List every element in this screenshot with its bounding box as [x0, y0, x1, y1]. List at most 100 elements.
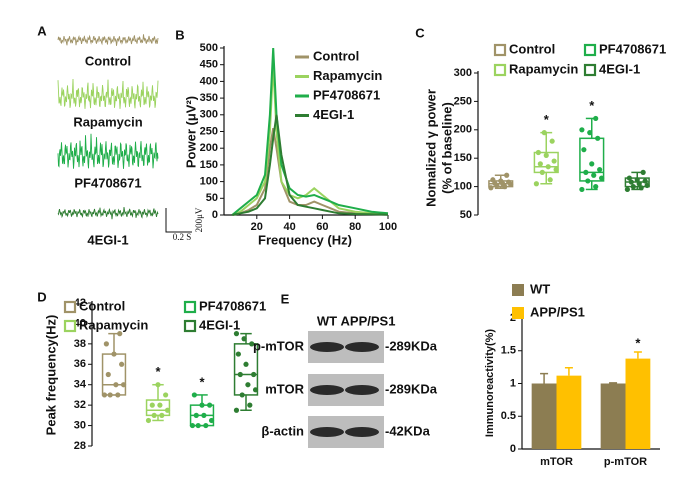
legend-label: PF4708671 [199, 298, 266, 313]
y-tick-label: 40 [74, 317, 86, 329]
scale-bar [165, 208, 192, 233]
legend-label: Control [79, 298, 125, 313]
x-tick-label: p-mTOR [604, 456, 647, 468]
box [145, 399, 171, 417]
data-point [553, 166, 559, 173]
data-point [549, 138, 555, 144]
y-tick-label: 500 [200, 42, 218, 54]
y-tick-label: 36 [74, 358, 86, 370]
trace [57, 206, 159, 220]
data-point [593, 184, 599, 190]
data-point [189, 422, 196, 429]
legend-swatch [63, 319, 77, 333]
legend-swatch [493, 43, 507, 57]
data-point [638, 185, 644, 191]
blot-column-label: WT [317, 313, 337, 328]
x-tick-label: 100 [379, 221, 397, 233]
legend-swatch [512, 284, 524, 296]
y-tick-label: 32 [74, 399, 86, 411]
y-axis-label: (% of baseline) [439, 102, 454, 194]
data-point [630, 184, 636, 190]
blot-band [310, 385, 344, 395]
data-point [119, 361, 125, 367]
trace-label: Control [85, 53, 131, 68]
data-point [117, 331, 123, 337]
data-point [195, 422, 201, 429]
data-point [105, 371, 111, 378]
trace-label: 4EGI-1 [87, 232, 128, 247]
data-point [626, 175, 632, 181]
legend-swatch [583, 63, 597, 77]
legend-label: APP/PS1 [530, 304, 585, 319]
line-series [231, 128, 389, 216]
blot-band [310, 427, 344, 437]
legend-label: 4EGI-1 [599, 61, 640, 76]
y-tick-label: 0.5 [501, 410, 516, 422]
data-point [587, 130, 593, 136]
significance-mark: * [589, 98, 595, 113]
y-tick-label: 1 [510, 377, 516, 389]
y-tick-label: 0 [510, 443, 516, 455]
data-point [537, 161, 543, 167]
blot-size-label: -289KDa [385, 381, 438, 396]
x-tick-label: 40 [283, 221, 295, 233]
data-point [243, 361, 249, 367]
y-tick-label: 300 [454, 67, 472, 79]
data-point [235, 351, 241, 357]
legend-label: 4EGI-1 [199, 317, 240, 332]
line-series [231, 47, 389, 216]
data-point [252, 387, 259, 393]
y-tick-label: 50 [206, 192, 218, 204]
y-tick-label: 200 [200, 142, 218, 154]
data-point [644, 182, 650, 189]
bar [625, 358, 651, 449]
y-axis-label: Immunoreactivity(%) [484, 329, 496, 438]
blot-row-label: mTOR [265, 381, 304, 396]
data-point [199, 402, 205, 408]
data-point [579, 127, 585, 133]
data-point [498, 178, 504, 184]
data-point [506, 179, 512, 185]
y-axis-label: Nomalized γ power [423, 89, 438, 207]
data-point [164, 407, 171, 413]
blot-row-label: p-mTOR [253, 338, 305, 353]
data-point [115, 392, 121, 398]
data-point [157, 402, 163, 408]
bar [556, 375, 582, 449]
data-point [233, 407, 240, 413]
legend-label: WT [530, 281, 550, 296]
legend-label: Rapamycin [509, 61, 578, 76]
data-point [583, 169, 589, 175]
data-point [547, 177, 553, 183]
data-point [642, 178, 648, 184]
data-point [193, 412, 199, 418]
line-series [231, 114, 389, 216]
scale-y-label: 200μV [194, 207, 204, 232]
panel-label: B [175, 27, 184, 42]
data-point [581, 147, 587, 153]
trace [57, 34, 159, 46]
data-point [103, 341, 109, 347]
data-point [149, 402, 155, 408]
data-point [597, 166, 603, 173]
data-point [207, 402, 213, 408]
panel-label: A [37, 23, 47, 38]
data-point [208, 417, 215, 424]
data-point [595, 135, 601, 141]
legend-swatch [493, 63, 507, 77]
bar [600, 383, 626, 449]
data-point [237, 371, 243, 378]
legend-label: 4EGI-1 [313, 107, 354, 122]
data-point [591, 172, 597, 178]
significance-mark: * [635, 335, 641, 350]
data-point [251, 371, 257, 378]
legend-swatch [512, 307, 524, 319]
blot-size-label: -289KDa [385, 338, 438, 353]
data-point [585, 178, 591, 184]
data-point [145, 417, 152, 424]
blot-size-label: -42KDa [385, 423, 431, 438]
legend-label: Control [313, 48, 359, 63]
bar [531, 383, 557, 449]
legend-label: Rapamycin [79, 317, 148, 332]
